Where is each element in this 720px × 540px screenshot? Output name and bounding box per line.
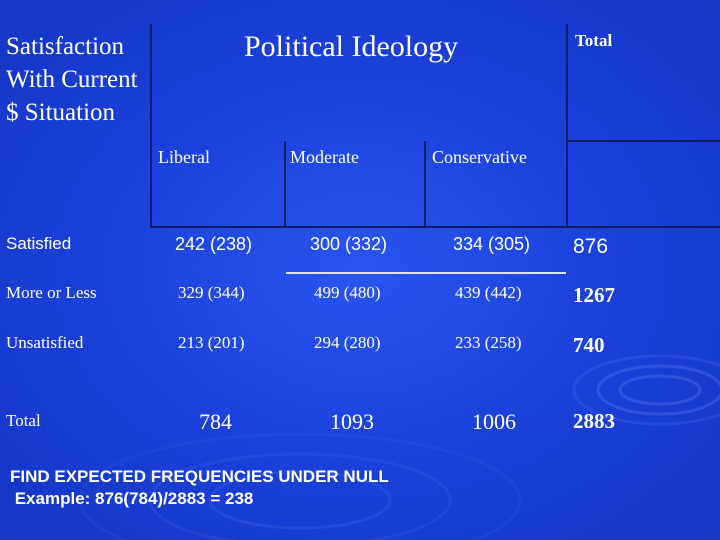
column-total: 1093 bbox=[330, 409, 374, 434]
column-total: 1006 bbox=[472, 409, 516, 434]
column-header-conservative: Conservative bbox=[432, 147, 527, 167]
table-cell: 294 (280) bbox=[314, 333, 381, 352]
total-column-header: Total bbox=[575, 31, 613, 50]
table-cell: 233 (258) bbox=[455, 333, 522, 352]
footnote-line-1: FIND EXPECTED FREQUENCIES UNDER NULL bbox=[10, 467, 389, 486]
table-cell: 242 (238) bbox=[175, 234, 253, 254]
table-cell: 499 (480) bbox=[314, 283, 381, 302]
grid-line bbox=[566, 140, 720, 142]
footnote-line-2: Example: 876(784)/2883 = 238 bbox=[10, 489, 254, 508]
grand-total: 2883 bbox=[573, 409, 615, 433]
grid-line bbox=[284, 141, 286, 228]
grid-line bbox=[150, 24, 152, 228]
table-cell: 329 (344) bbox=[178, 283, 245, 302]
grid-line bbox=[150, 226, 720, 228]
grid-line bbox=[424, 141, 426, 228]
table-cell: 300 (332) bbox=[310, 234, 388, 254]
row-total: 876 bbox=[573, 235, 609, 258]
row-header-title: Satisfaction With Current $ Situation bbox=[6, 33, 138, 126]
row-total: 740 bbox=[573, 333, 605, 357]
row-label-total: Total bbox=[6, 411, 41, 430]
column-header-moderate: Moderate bbox=[290, 147, 359, 167]
row-label-satisfied: Satisfied bbox=[6, 234, 72, 253]
column-header-liberal: Liberal bbox=[158, 147, 210, 167]
column-total: 784 bbox=[199, 409, 232, 434]
grid-line bbox=[566, 24, 568, 228]
table-cell: 213 (201) bbox=[178, 333, 245, 352]
table-cell: 334 (305) bbox=[453, 234, 531, 254]
row-label-more-or-less: More or Less bbox=[6, 283, 97, 302]
row-total: 1267 bbox=[573, 283, 615, 307]
table-cell: 439 (442) bbox=[455, 283, 522, 302]
group-header: Political Ideology bbox=[244, 30, 459, 63]
row-label-unsatisfied: Unsatisfied bbox=[6, 333, 84, 352]
grid-line bbox=[286, 272, 566, 274]
footnote: FIND EXPECTED FREQUENCIES UNDER NULL Exa… bbox=[10, 466, 389, 510]
